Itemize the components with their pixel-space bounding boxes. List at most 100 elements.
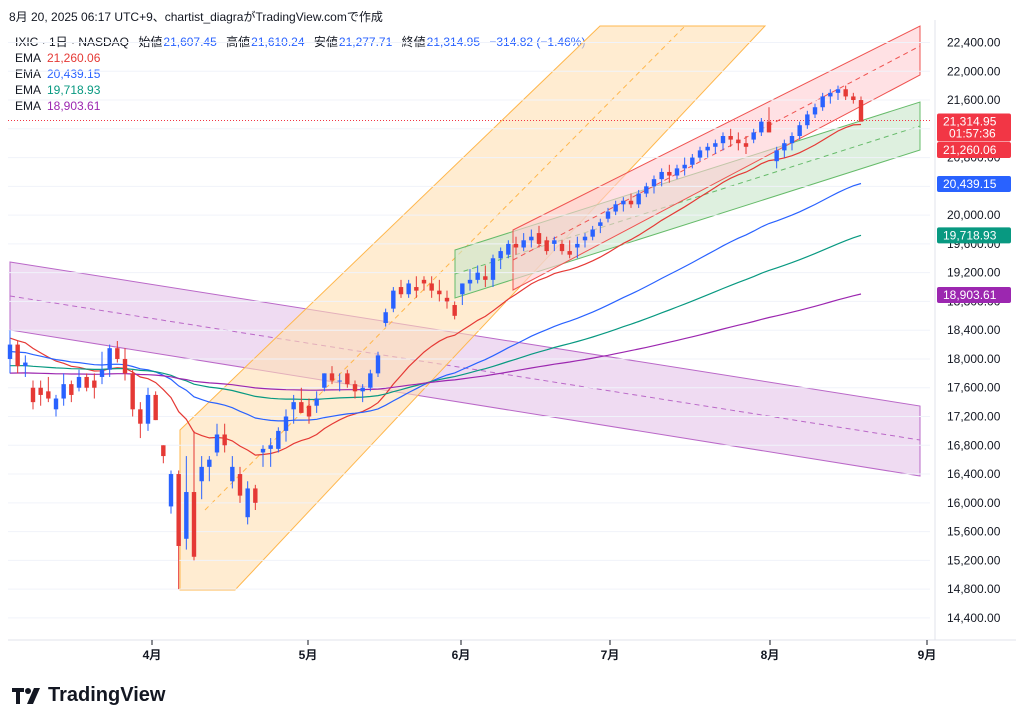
candle-body (383, 312, 388, 324)
candle-body (107, 348, 112, 370)
chart-caption: 8月 20, 2025 06:17 UTC+9、chartist_diagraが… (9, 10, 383, 24)
ema-lines (8, 120, 930, 456)
x-tick-label: 9月 (918, 648, 937, 662)
candle-body (153, 394, 158, 421)
ema-row[interactable]: EMA 19,718.93 (15, 82, 585, 98)
candle-body (46, 391, 51, 399)
candle-body (659, 171, 664, 180)
candle-body (38, 387, 43, 395)
candle-body (667, 171, 672, 176)
ema-value: 20,439.15 (47, 67, 101, 81)
candle-body (705, 146, 710, 151)
candle-body (184, 492, 189, 539)
candle-body (391, 290, 396, 309)
candle-body (230, 466, 235, 482)
candle-body (782, 143, 787, 151)
candle-body (345, 373, 350, 385)
candle-body (291, 402, 296, 410)
candle-body (789, 136, 795, 144)
ema-label: EMA (15, 67, 42, 81)
y-tick-label: 17,600.00 (947, 381, 1001, 395)
candle-body (76, 376, 82, 388)
red-channel-mid (512, 45, 921, 261)
candle-body (797, 125, 802, 137)
y-tick-label: 16,400.00 (947, 467, 1001, 481)
price-tag-label: 19,718.93 (943, 228, 997, 242)
candle-body (720, 136, 726, 144)
candle-body (766, 121, 772, 133)
time-axis[interactable]: 4月 5月 6月 7月 8月 9月 (8, 639, 1016, 662)
candle-body (329, 373, 335, 381)
price-tag (937, 287, 1011, 303)
candle-body (130, 373, 135, 410)
candle-body (590, 229, 595, 237)
price-tag (937, 176, 1011, 192)
candle-body (460, 283, 465, 295)
countdown-label: 01:57:36 (949, 127, 996, 141)
ema-line (9, 293, 862, 391)
price-tag-label: 21,314.95 (943, 115, 997, 129)
candle-body (253, 488, 258, 503)
candle-body (858, 100, 864, 122)
ema-row[interactable]: EMA 18,903.61 (15, 98, 585, 114)
candle-body (812, 107, 818, 115)
candle-body (536, 233, 542, 244)
ema-value: 19,718.93 (47, 83, 101, 97)
candle-body (444, 297, 450, 302)
candle-body (498, 251, 503, 259)
candle-body (835, 89, 841, 93)
candle-body (736, 139, 741, 144)
candle-body (30, 387, 36, 403)
y-tick-label: 17,200.00 (947, 410, 1001, 424)
tradingview-logo[interactable]: TradingView (12, 684, 165, 707)
candle-body (207, 459, 212, 467)
candle-body (452, 305, 457, 316)
candle-body (222, 434, 227, 446)
candle-body (613, 204, 618, 212)
candle-body (314, 398, 319, 406)
candle-body (176, 474, 181, 546)
price-axis[interactable]: 14,400.00 14,800.00 15,200.00 15,600.00 16,0… (934, 20, 1001, 640)
candle-body (199, 466, 204, 482)
y-tick-label: 18,400.00 (947, 323, 1001, 337)
candle-body (122, 358, 128, 374)
candle-body (628, 200, 634, 205)
ema-row[interactable]: EMA 21,260.06 (15, 50, 585, 66)
candle-body (337, 380, 342, 382)
ema-line (10, 234, 862, 401)
candle-body (306, 405, 312, 417)
y-tick-label: 22,000.00 (947, 64, 1001, 78)
candle-body (145, 394, 151, 424)
ema-line (9, 123, 862, 456)
candle-body (636, 193, 641, 205)
ema-label: EMA (15, 83, 42, 97)
candle-body (214, 434, 220, 453)
candle-body (421, 279, 427, 284)
candle-body (674, 168, 680, 176)
candle-body (7, 344, 13, 359)
ema-value: 21,260.06 (47, 51, 101, 65)
candle-body (191, 492, 197, 557)
candle-body (375, 355, 381, 374)
purple-channel (9, 261, 921, 477)
candle-body (414, 287, 419, 291)
candle-body (828, 92, 833, 97)
candle-body (61, 384, 66, 399)
candle-body (598, 222, 603, 226)
price-tag (937, 227, 1011, 244)
candle-body (115, 348, 120, 359)
candle-body (437, 290, 442, 295)
candle-body (322, 373, 327, 388)
candle-body (521, 240, 526, 248)
price-tag (937, 142, 1011, 158)
x-tick-label: 7月 (601, 648, 620, 662)
ema-label: EMA (15, 51, 42, 65)
brand-name: TradingView (48, 684, 166, 706)
ema-row[interactable]: EMA 20,439.15 (15, 66, 585, 82)
candles (7, 85, 864, 590)
candle-body (490, 258, 496, 280)
candle-body (805, 114, 810, 126)
price-tag-label: 20,439.15 (943, 177, 997, 191)
